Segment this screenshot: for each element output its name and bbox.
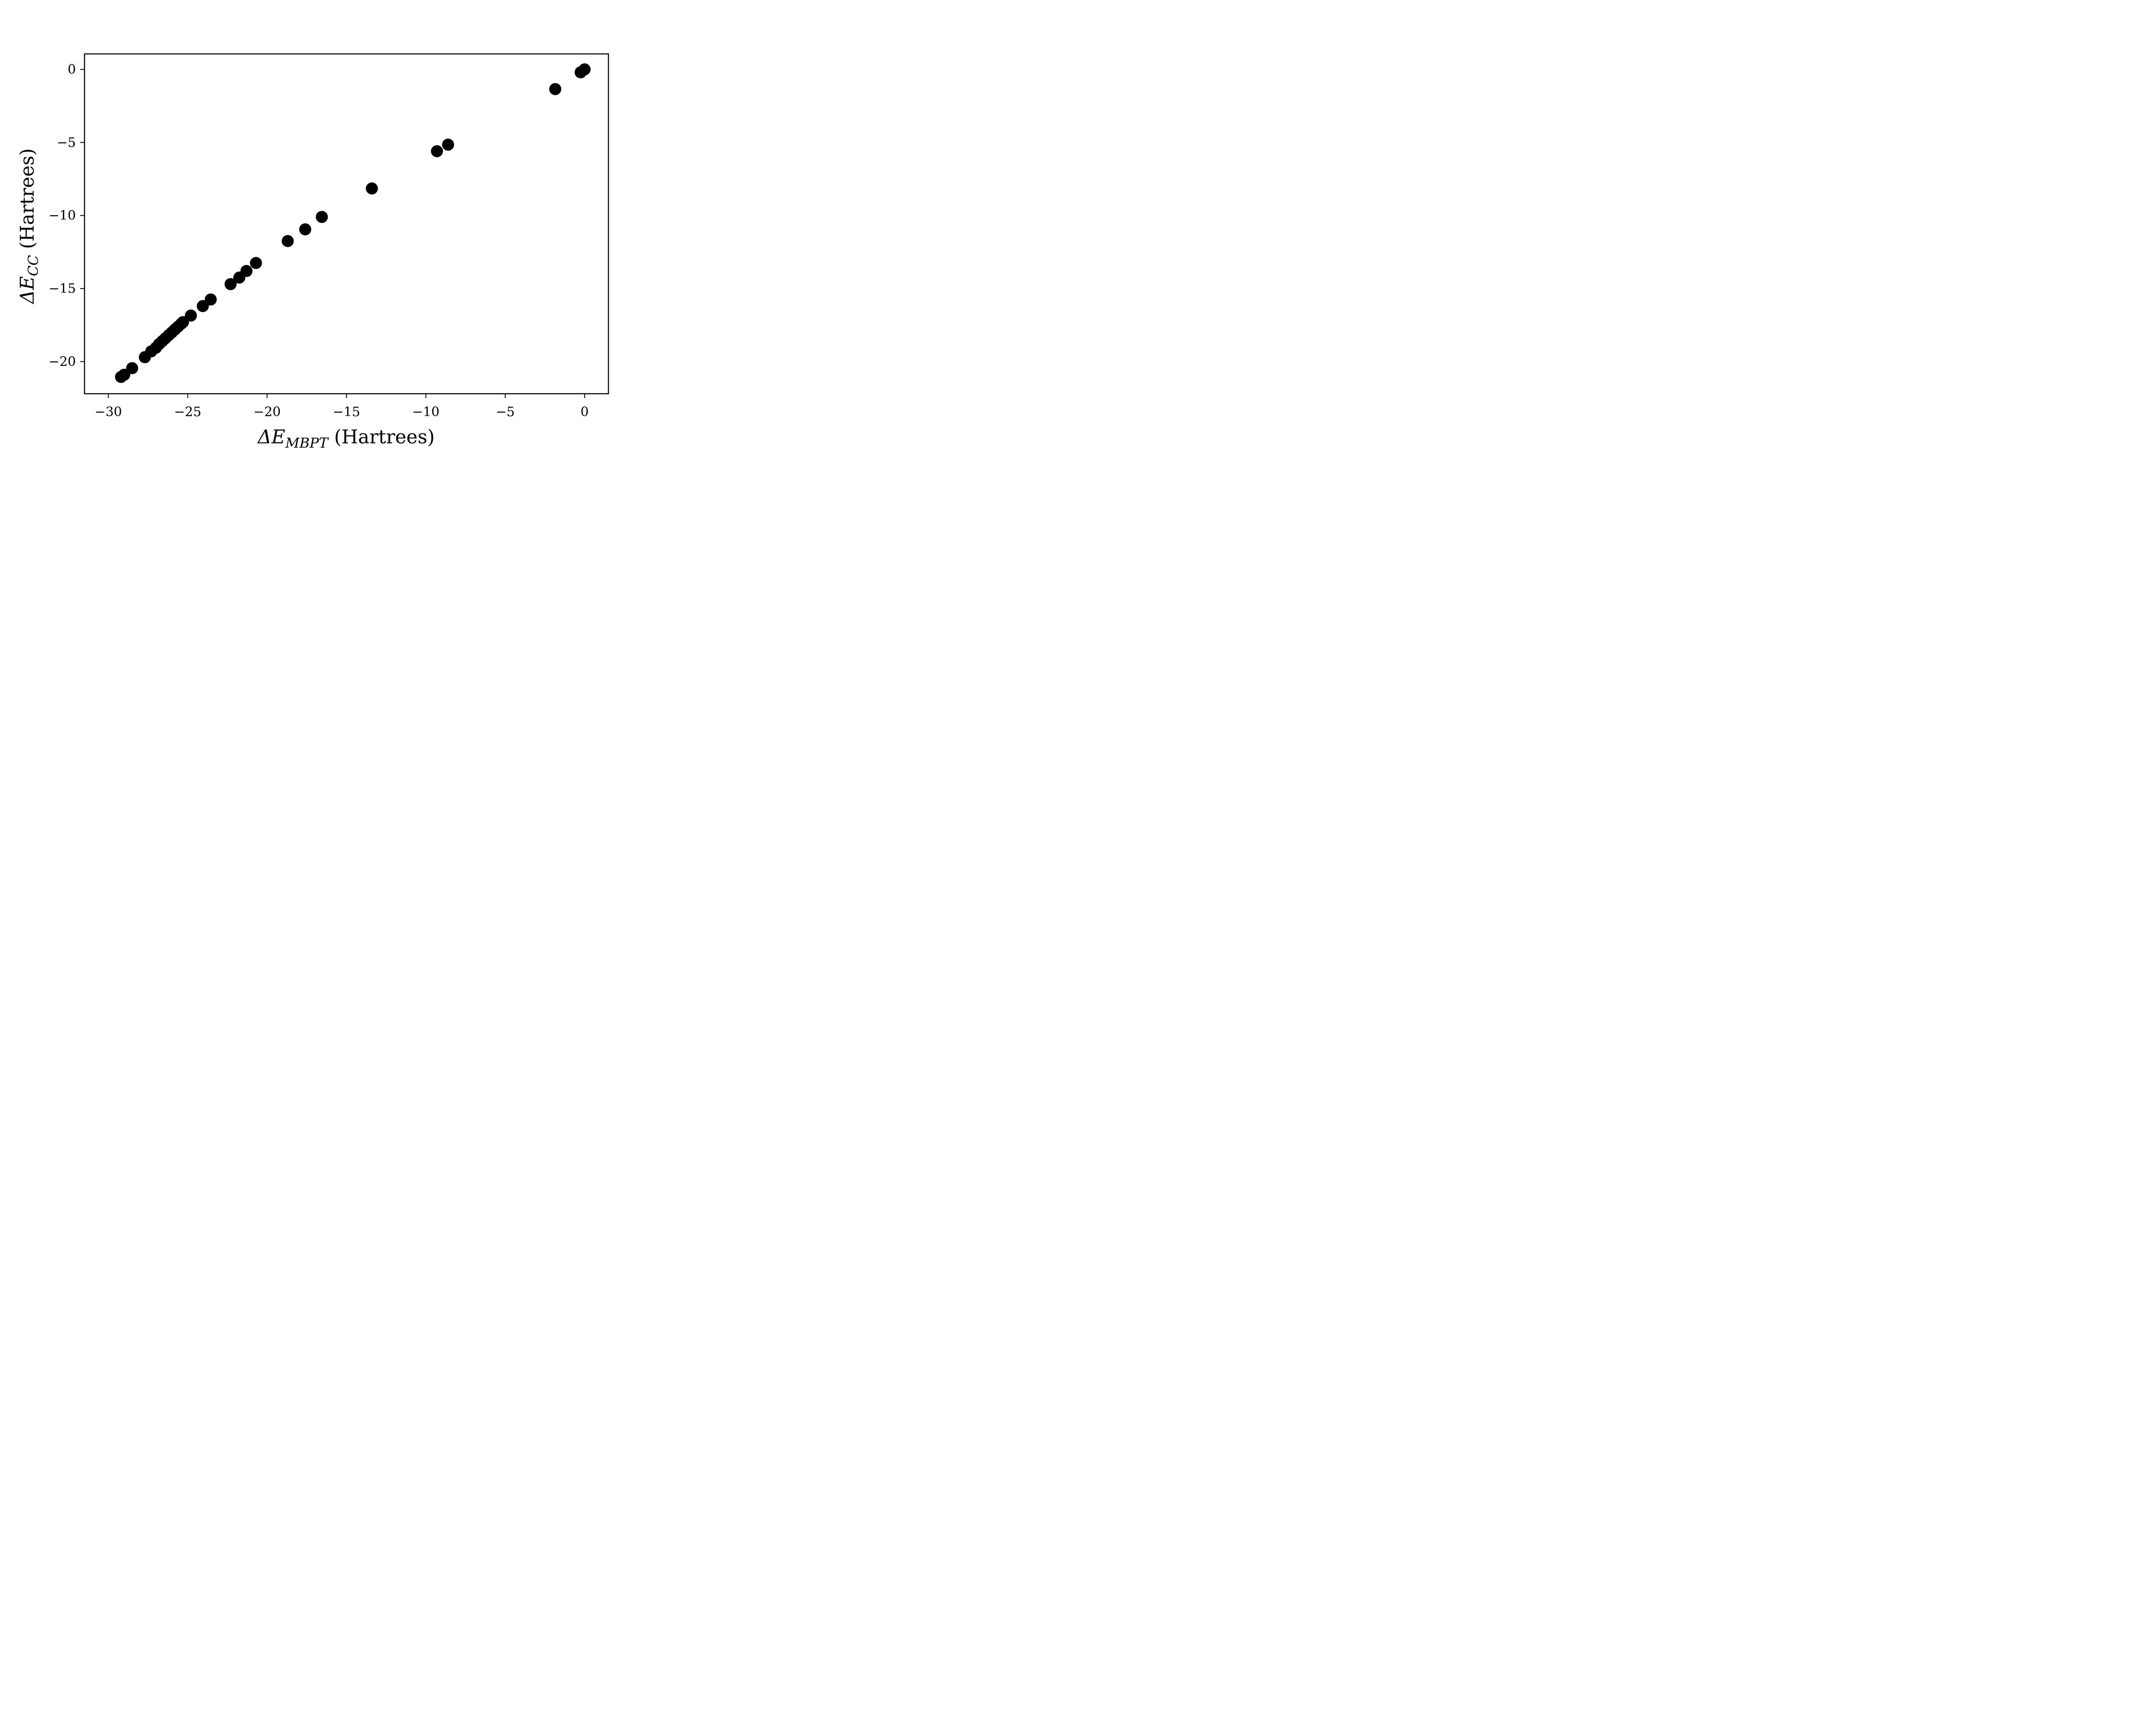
x-axis-label-prefix: ΔE (257, 426, 285, 448)
data-point (578, 63, 591, 75)
x-tick-label: −5 (496, 405, 515, 420)
y-tick-label: −5 (57, 135, 76, 150)
scatter-chart: −30 −25 −20 −15 −10 −5 0 0−5−10−15−20 ΔEMBPT (… (0, 0, 667, 451)
y-tick-label: −20 (49, 354, 76, 369)
data-point (204, 293, 217, 306)
data-point (197, 300, 209, 312)
y-axis-label-subscript: CC (25, 255, 41, 276)
y-tick-label: 0 (68, 62, 76, 77)
data-point (316, 211, 328, 223)
data-point (185, 309, 197, 322)
data-point (299, 223, 311, 235)
x-axis-label-subscript: MBPT (285, 435, 329, 451)
x-axis-label-suffix: (Hartrees) (328, 426, 435, 448)
data-point (549, 83, 561, 95)
data-point (126, 362, 138, 374)
data-point (177, 316, 189, 328)
data-points (115, 63, 591, 383)
x-axis-ticks: −30 −25 −20 −15 −10 −5 0 (95, 394, 589, 420)
data-point (431, 145, 443, 157)
x-tick-label: 0 (580, 405, 589, 420)
y-tick-label: −10 (49, 208, 76, 223)
x-tick-label: −30 (95, 405, 122, 420)
data-point (442, 138, 454, 151)
y-axis-label-prefix: ΔE (16, 276, 38, 304)
data-point (282, 235, 294, 247)
y-axis-ticks: 0 −5 −10 −15 −20 (49, 62, 85, 369)
data-point (250, 257, 262, 269)
y-axis-label: ΔECC (Hartrees) (16, 148, 41, 304)
x-axis-label: ΔEMBPT (Hartrees) (257, 426, 435, 451)
data-point (240, 265, 253, 277)
x-tick-label: −25 (174, 405, 201, 420)
y-axis-label-suffix: (Hartrees) (16, 148, 38, 255)
x-tick-label: −20 (254, 405, 281, 420)
x-tick-label: −15 (333, 405, 360, 420)
chart-background (0, 0, 667, 451)
y-tick-label: −15 (49, 281, 76, 296)
x-tick-label: −10 (412, 405, 439, 420)
data-point (366, 182, 378, 195)
data-point (224, 278, 237, 290)
data-point (118, 368, 131, 381)
